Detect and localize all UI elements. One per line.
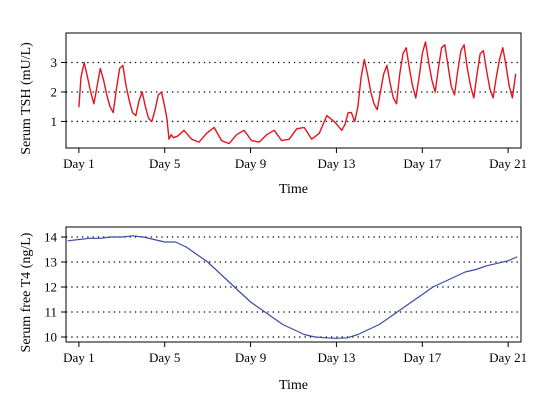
t4-y-tick-label: 12 [44, 280, 57, 295]
t4-series-line [67, 235, 518, 339]
t4-plot-frame [65, 226, 522, 343]
tsh-y-axis-title: Serum TSH (mU/L) [19, 42, 34, 155]
tsh-y-tick-label: 2 [51, 84, 58, 99]
t4-y-axis-title: Serum free T4 (ng/L) [19, 232, 34, 352]
tsh-y-tick-label: 3 [51, 55, 58, 70]
tsh-x-tick-label: Day 5 [149, 156, 180, 171]
t4-x-tick-label: Day 17 [403, 350, 441, 365]
tsh-x-axis-title: Time [279, 182, 308, 197]
t4-axis-ticks: 10 11 12 13 14 Day 1 Day 5 Day 9 Day 13 Day 17 Day… [44, 230, 527, 366]
tsh-x-tick-label: Day 13 [317, 156, 355, 171]
t4-y-tick-label: 11 [44, 305, 57, 320]
tsh-plot-frame [65, 32, 522, 149]
t4-x-axis-title: Time [279, 378, 308, 393]
t4-y-tick-label: 10 [44, 330, 57, 345]
tsh-y-tick-label: 1 [51, 114, 58, 129]
tsh-axis-ticks: 1 2 3 Day 1 Day 5 Day 9 Day 13 Day 17 Day 21 [51, 55, 528, 171]
tsh-x-tick-label: Day 1 [63, 156, 94, 171]
tsh-x-tick-label: Day 9 [235, 156, 266, 171]
tsh-series-line [78, 41, 517, 145]
t4-x-tick-label: Day 5 [149, 350, 180, 365]
t4-x-tick-label: Day 13 [317, 350, 355, 365]
t4-gridlines [66, 236, 521, 338]
t4-x-tick-label: Day 21 [489, 350, 527, 365]
t4-x-tick-label: Day 9 [235, 350, 266, 365]
t4-y-tick-label: 13 [44, 255, 57, 270]
tsh-chart: 1 2 3 Day 1 Day 5 Day 9 Day 13 Day 17 Day 21 Tim… [19, 32, 528, 197]
t4-x-tick-label: Day 1 [63, 350, 94, 365]
t4-y-tick-label: 14 [44, 230, 58, 245]
tsh-x-tick-label: Day 21 [489, 156, 527, 171]
tsh-x-tick-label: Day 17 [403, 156, 441, 171]
t4-chart: 10 11 12 13 14 Day 1 Day 5 Day 9 Day 13 Day 17 Day… [19, 226, 527, 393]
